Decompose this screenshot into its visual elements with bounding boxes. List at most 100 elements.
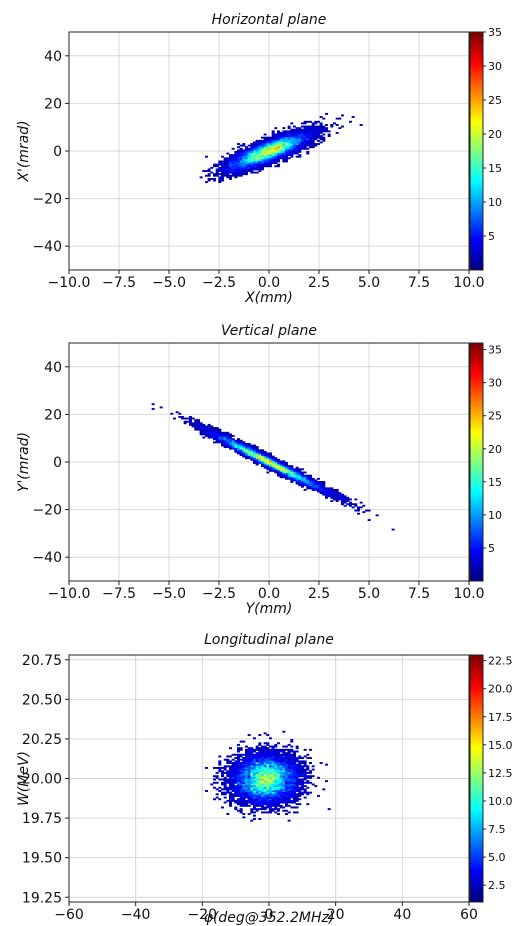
density-cell: [229, 799, 232, 802]
density-cell: [338, 493, 342, 496]
density-cell: [277, 783, 280, 786]
density-cell: [263, 154, 267, 157]
density-cell: [303, 481, 307, 483]
colorbar-step: [470, 515, 483, 518]
density-cell: [258, 786, 262, 789]
density-cell: [282, 788, 286, 791]
density-cell: [269, 455, 272, 458]
colorbar-step: [470, 739, 483, 742]
density-cell: [277, 780, 280, 783]
density-cell: [239, 162, 243, 164]
density-cell: [247, 151, 251, 153]
density-cell: [271, 755, 275, 758]
density-cell: [258, 790, 262, 792]
density-cell: [231, 155, 235, 158]
density-cell: [306, 476, 310, 479]
density-cell: [293, 133, 296, 136]
density-cell: [295, 786, 299, 789]
y-tick-label: −20: [32, 503, 62, 519]
colorbar-step: [470, 784, 483, 788]
density-cell: [255, 786, 259, 789]
colorbar-step: [470, 487, 483, 491]
density-cell: [285, 748, 288, 751]
density-cell: [215, 776, 219, 779]
density-cell: [237, 793, 240, 796]
density-cell: [253, 814, 256, 817]
colorbar-step: [470, 477, 483, 481]
colorbar-step: [470, 493, 483, 497]
density-cell: [261, 760, 264, 763]
density-cell: [218, 179, 222, 182]
colorbar-step: [470, 543, 483, 546]
density-cell: [237, 783, 240, 786]
density-cell: [229, 168, 232, 171]
density-cell: [258, 775, 262, 778]
density-cell: [207, 427, 211, 429]
colorbar-tick-label: 20: [488, 443, 502, 456]
colorbar-step: [470, 533, 483, 536]
vertical-plane-density: [151, 403, 395, 531]
density-cell: [303, 127, 307, 130]
density-cell: [242, 770, 246, 773]
density-cell: [282, 794, 286, 797]
density-cell: [306, 487, 310, 490]
density-cell: [365, 509, 368, 512]
density-cell: [239, 799, 243, 802]
density-cell: [263, 785, 267, 788]
density-cell: [237, 171, 240, 174]
density-cell: [231, 775, 235, 778]
density-cell: [271, 138, 275, 141]
density-cell: [290, 128, 294, 131]
density-cell: [269, 750, 272, 753]
density-cell: [279, 785, 283, 788]
density-cell: [271, 147, 275, 150]
density-cell: [306, 144, 310, 147]
density-cell: [247, 801, 251, 804]
density-cell: [253, 141, 256, 144]
density-cell: [266, 146, 270, 149]
density-cell: [242, 786, 246, 789]
density-cell: [274, 790, 278, 792]
density-cell: [229, 804, 232, 807]
colorbar-tick-label: 10.0: [488, 795, 513, 808]
density-cell: [274, 804, 278, 807]
density-cell: [293, 798, 296, 801]
colorbar-step: [470, 35, 483, 39]
density-cell: [242, 781, 246, 784]
density-cell: [255, 801, 259, 804]
density-cell: [271, 776, 275, 779]
colorbar-step: [470, 867, 483, 870]
density-cell: [237, 799, 240, 802]
colorbar-step: [470, 681, 483, 685]
colorbar-step: [470, 242, 483, 245]
density-cell: [194, 419, 198, 422]
density-cell: [269, 463, 272, 466]
density-cell: [226, 165, 230, 168]
density-cell: [287, 752, 291, 755]
density-cell: [271, 151, 275, 153]
density-cell: [223, 758, 227, 761]
density-cell: [218, 166, 222, 169]
density-cell: [234, 171, 238, 174]
density-cell: [207, 177, 211, 180]
density-cell: [223, 788, 227, 791]
density-cell: [293, 758, 296, 761]
density-cell: [253, 785, 256, 788]
density-cell: [282, 750, 286, 753]
colorbar-step: [470, 531, 483, 534]
density-cell: [306, 481, 310, 483]
density-cell: [247, 160, 251, 163]
density-cell: [221, 177, 224, 180]
density-cell: [271, 458, 275, 461]
density-cell: [234, 151, 238, 153]
density-cell: [295, 763, 299, 766]
density-cell: [285, 160, 288, 163]
colorbar-step: [470, 398, 483, 401]
density-cell: [234, 174, 238, 177]
horizontal-plane-grid: [69, 32, 469, 270]
density-cell: [250, 803, 254, 806]
density-cell: [279, 133, 283, 136]
density-cell: [333, 490, 336, 493]
density-cell: [237, 452, 240, 455]
colorbar-step: [470, 883, 483, 886]
